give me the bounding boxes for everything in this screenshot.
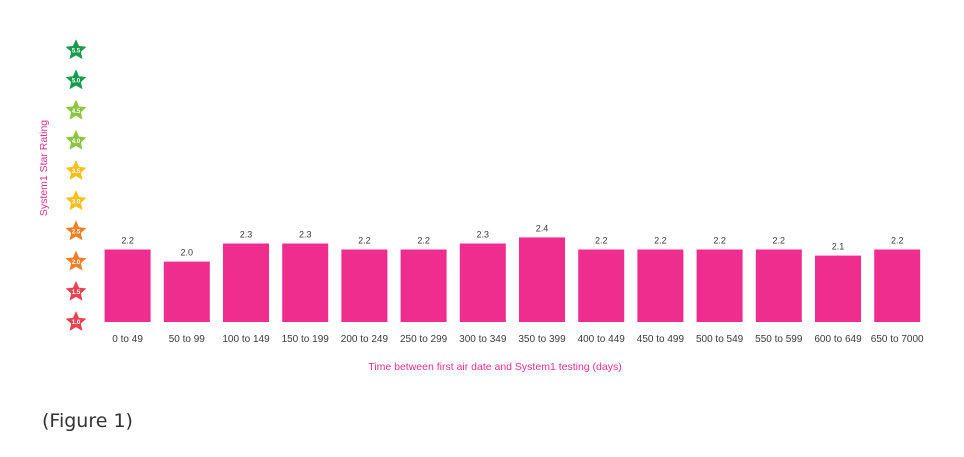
bar <box>282 243 329 322</box>
y-tick-label: 5.0 <box>72 79 81 85</box>
x-axis-tick-labels: 0 to 49 50 to 99 100 to 149 150 to 199 200 t… <box>112 334 924 345</box>
bar <box>815 255 861 322</box>
bar-value-label: 2.3 <box>240 230 253 240</box>
star-icon: 5.0 <box>63 67 89 91</box>
bar-value-label: 2.2 <box>773 236 786 246</box>
x-tick-label: 150 to 199 <box>282 334 330 345</box>
y-tick-label: 2.5 <box>72 230 81 236</box>
bar-chart: 1.0 1.5 2.0 2.5 3.0 3.5 4.0 4.5 5.0 5.5 2.2 2.0 2.3… <box>38 37 924 373</box>
bar <box>459 243 506 322</box>
x-tick-label: 50 to 99 <box>169 334 206 345</box>
y-axis-star-ticks: 1.0 1.5 2.0 2.5 3.0 3.5 4.0 4.5 5.0 5.5 <box>63 37 89 333</box>
y-tick-label: 4.5 <box>72 109 81 115</box>
bar-value-label: 2.2 <box>121 236 134 246</box>
y-tick-label: 2.0 <box>72 260 81 266</box>
bar-value-label: 2.1 <box>832 242 845 252</box>
x-tick-label: 500 to 549 <box>696 334 744 345</box>
x-tick-label: 550 to 599 <box>755 334 803 345</box>
bar <box>755 249 802 322</box>
bar <box>637 249 684 322</box>
star-icon: 4.0 <box>63 127 89 152</box>
bar <box>519 237 565 322</box>
y-tick-label: 1.0 <box>72 320 81 326</box>
bar <box>578 249 625 322</box>
y-tick-label: 1.5 <box>72 290 81 296</box>
bar <box>341 249 388 322</box>
y-tick-label: 3.5 <box>72 169 81 175</box>
bar-value-label: 2.2 <box>358 236 371 246</box>
x-tick-label: 350 to 399 <box>518 334 566 345</box>
bar-value-label: 2.3 <box>299 230 312 240</box>
star-icon: 1.5 <box>63 278 89 303</box>
bar-value-label: 2.0 <box>181 248 194 258</box>
x-tick-label: 300 to 349 <box>459 334 507 345</box>
y-tick-label: 3.0 <box>72 199 81 205</box>
bar-value-label: 2.3 <box>477 230 490 240</box>
y-tick-label: 4.0 <box>72 139 81 145</box>
star-icon: 3.0 <box>63 188 89 212</box>
bar-value-label: 2.2 <box>891 236 904 246</box>
x-tick-label: 400 to 449 <box>578 334 626 345</box>
bar-value-label: 2.2 <box>713 236 726 246</box>
x-axis-title: Time between first air date and System1 … <box>368 361 621 373</box>
star-icon: 1.0 <box>63 309 89 333</box>
bar-series <box>104 237 921 322</box>
bar <box>696 249 743 322</box>
bar <box>104 249 151 322</box>
x-tick-label: 450 to 499 <box>637 334 685 345</box>
bar <box>163 261 210 322</box>
bar <box>874 249 921 322</box>
bar-value-labels: 2.2 2.0 2.3 2.3 2.2 2.2 2.3 2.4 2.2 2.2 2.2 2.2 2.1 2… <box>121 223 903 257</box>
bar-value-label: 2.2 <box>417 236 430 246</box>
star-icon: 3.5 <box>63 158 89 182</box>
bar <box>223 243 269 322</box>
x-tick-label: 250 to 299 <box>400 334 448 345</box>
x-tick-label: 200 to 249 <box>341 334 389 345</box>
bar-value-label: 2.2 <box>595 236 608 246</box>
bar-value-label: 2.4 <box>536 223 549 233</box>
star-icon: 2.5 <box>63 218 89 242</box>
x-tick-label: 650 to 7000 <box>871 334 924 345</box>
bar-value-label: 2.2 <box>654 236 667 246</box>
x-tick-label: 0 to 49 <box>112 334 143 345</box>
x-tick-label: 100 to 149 <box>222 334 270 345</box>
star-icon: 2.0 <box>63 248 89 273</box>
bar <box>400 249 447 322</box>
y-axis-title: System1 Star Rating <box>38 120 50 216</box>
star-icon: 4.5 <box>63 97 89 122</box>
figure-caption: (Figure 1) <box>42 410 133 432</box>
star-icon: 5.5 <box>63 37 89 61</box>
x-tick-label: 600 to 649 <box>814 334 862 345</box>
y-tick-label: 5.5 <box>72 48 81 54</box>
